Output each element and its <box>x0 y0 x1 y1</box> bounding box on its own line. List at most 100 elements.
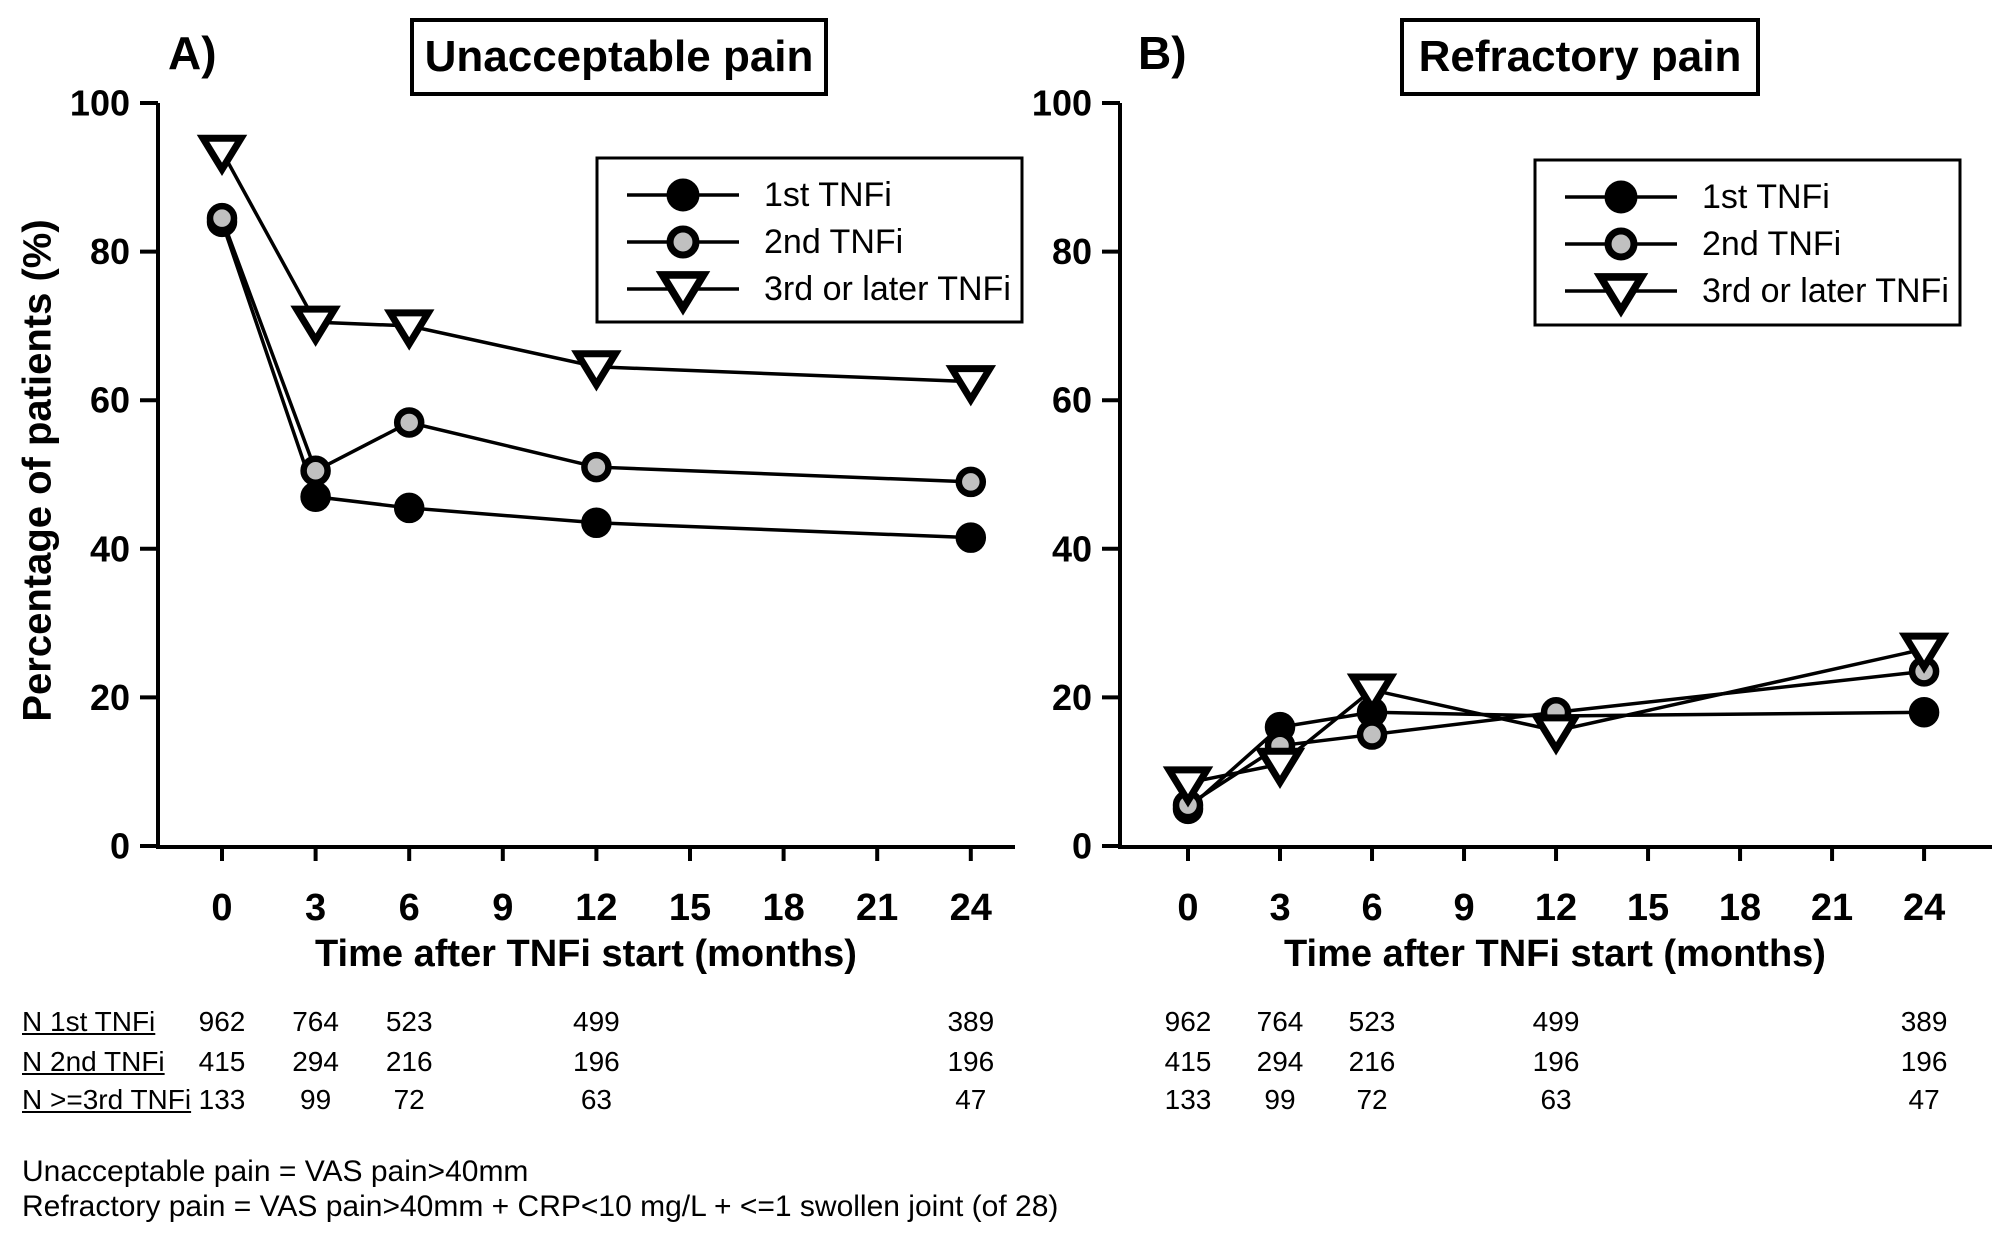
y-tick-label-A: 40 <box>90 528 130 569</box>
n-table-row-label-2nd: N 2nd TNFi <box>22 1046 165 1077</box>
y-tick-label-A: 20 <box>90 677 130 718</box>
data-point-2nd-tnfi <box>581 451 612 483</box>
data-point-2nd-tnfi <box>955 466 987 498</box>
n-table-cell: 523 <box>1348 1006 1396 1037</box>
n-table-cell: 63 <box>580 1084 612 1115</box>
n-table-cell: 294 <box>1256 1046 1304 1077</box>
data-point-3rd-or-later-tnfi <box>1162 766 1214 808</box>
panel-b-title: Refractory pain <box>1400 18 1760 96</box>
legend-item-label: 3rd or later TNFi <box>764 270 1011 308</box>
data-point-2nd-tnfi <box>393 407 425 438</box>
n-table-cell: 196 <box>1532 1046 1580 1077</box>
n-table-cell: 196 <box>573 1046 620 1077</box>
x-tick-label-A: 6 <box>399 887 420 929</box>
x-tick-label-A: 12 <box>575 887 617 929</box>
data-point-2nd-tnfi <box>206 202 238 234</box>
legend-item-label: 2nd TNFi <box>764 223 903 261</box>
n-table-cell: 389 <box>1900 1006 1948 1037</box>
legend-item-label: 3rd or later TNFi <box>1702 272 1949 310</box>
legend-item-label: 1st TNFi <box>1702 178 1830 216</box>
y-tick-label-B: 20 <box>1052 677 1092 718</box>
footnote-refractory-pain: Refractory pain = VAS pain>40mm + CRP<10… <box>22 1190 1059 1223</box>
n-table-cell: 389 <box>947 1006 995 1037</box>
legend-item-label: 2nd TNFi <box>1702 225 1841 263</box>
data-point-1st-tnfi <box>955 522 987 553</box>
y-tick-label-A: 100 <box>70 83 130 124</box>
x-tick-label-A: 24 <box>950 887 992 929</box>
x-tick-label-A: 18 <box>762 887 804 929</box>
n-table-cell: 99 <box>300 1084 332 1115</box>
n-table-cell: 47 <box>955 1084 987 1115</box>
y-tick-label-B: 60 <box>1052 380 1092 421</box>
x-tick-label-B: 12 <box>1535 887 1577 929</box>
data-point-3rd-or-later-tnfi <box>290 305 341 347</box>
legend-marker-1st-tnfi <box>666 178 700 212</box>
data-point-3rd-or-later-tnfi <box>196 134 248 176</box>
n-table-cell: 72 <box>1356 1084 1388 1115</box>
x-tick-label-B: 18 <box>1719 887 1761 929</box>
x-tick-label-B: 15 <box>1627 887 1669 929</box>
n-table-cell: 415 <box>1164 1046 1212 1077</box>
n-table-cell: 99 <box>1264 1084 1296 1115</box>
x-tick-label-B: 24 <box>1903 887 1945 929</box>
legend-marker-3rd-or-later-tnfi <box>655 271 711 316</box>
legend-item-label: 1st TNFi <box>764 176 892 214</box>
data-point-1st-tnfi <box>300 481 331 513</box>
n-table-cell: 499 <box>1532 1006 1580 1037</box>
n-table-cell: 415 <box>198 1046 246 1077</box>
n-table-row-label-3rd: N >=3rd TNFi <box>22 1084 192 1115</box>
n-table-cell: 294 <box>292 1046 339 1077</box>
data-point-3rd-or-later-tnfi <box>945 365 997 407</box>
x-tick-label-B: 9 <box>1453 887 1474 929</box>
y-tick-label-B: 40 <box>1052 528 1092 569</box>
n-table-cell: 72 <box>393 1084 425 1115</box>
n-table-cell: 133 <box>198 1084 246 1115</box>
n-table-cell: 216 <box>1348 1046 1396 1077</box>
x-tick-label-A: 15 <box>669 887 711 929</box>
n-table-cell: 962 <box>1164 1006 1212 1037</box>
x-tick-label-B: 6 <box>1361 887 1382 929</box>
data-point-3rd-or-later-tnfi <box>1254 747 1306 789</box>
data-point-3rd-or-later-tnfi <box>1346 673 1398 715</box>
panel-b-x-axis-label: Time after TNFi start (months) <box>1284 933 1826 975</box>
n-table-row-label-1st: N 1st TNFi <box>22 1006 156 1037</box>
panel-b-label: B) <box>1138 27 1187 79</box>
data-point-1st-tnfi <box>393 492 425 524</box>
y-tick-label-A: 80 <box>90 231 130 272</box>
n-table-cell: 196 <box>1900 1046 1948 1077</box>
n-table-cell: 499 <box>573 1006 620 1037</box>
y-tick-label-B: 0 <box>1072 826 1092 867</box>
data-point-1st-tnfi <box>581 507 612 539</box>
y-tick-label-B: 80 <box>1052 231 1092 272</box>
data-point-3rd-or-later-tnfi <box>383 309 435 351</box>
x-tick-label-B: 0 <box>1177 887 1198 929</box>
n-table-cell: 47 <box>1908 1084 1940 1115</box>
x-tick-label-B: 3 <box>1269 887 1290 929</box>
y-tick-label-A: 0 <box>110 826 130 867</box>
x-tick-label-A: 21 <box>856 887 898 929</box>
n-table-cell: 133 <box>1164 1084 1212 1115</box>
y-tick-label-A: 60 <box>90 380 130 421</box>
legend-marker-3rd-or-later-tnfi <box>1593 273 1649 318</box>
n-table-cell: 63 <box>1540 1084 1572 1115</box>
panel-a-label: A) <box>168 27 217 79</box>
x-tick-label-A: 3 <box>305 887 326 929</box>
data-point-3rd-or-later-tnfi <box>571 350 622 392</box>
legend-marker-2nd-tnfi <box>1604 227 1638 261</box>
legend-marker-2nd-tnfi <box>666 225 700 259</box>
n-table-cell: 962 <box>198 1006 246 1037</box>
n-table-cell: 764 <box>1256 1006 1304 1037</box>
n-table-cell: 523 <box>385 1006 433 1037</box>
n-table-cell: 764 <box>292 1006 339 1037</box>
x-tick-label-A: 9 <box>492 887 513 929</box>
y-axis-label: Percentage of patients (%) <box>15 218 60 722</box>
x-tick-label-B: 21 <box>1811 887 1853 929</box>
panel-a-x-axis-label: Time after TNFi start (months) <box>315 933 857 975</box>
n-table-cell: 196 <box>947 1046 995 1077</box>
footnote-unacceptable-pain: Unacceptable pain = VAS pain>40mm <box>22 1155 529 1188</box>
y-tick-label-B: 100 <box>1032 83 1092 124</box>
data-point-2nd-tnfi <box>1356 719 1388 750</box>
panel-a-title: Unacceptable pain <box>410 18 828 96</box>
